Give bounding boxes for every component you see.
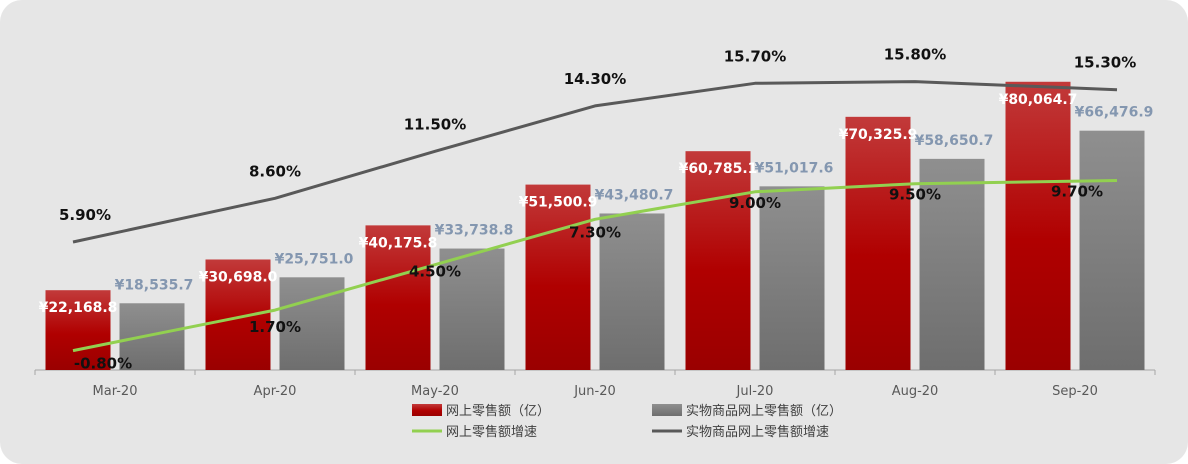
bar-online-retail-label: ¥51,500.9 <box>519 195 598 211</box>
bar-physical-goods <box>599 213 665 370</box>
bar-online-retail-label: ¥40,175.8 <box>359 235 438 251</box>
x-tick-label: Apr-20 <box>254 384 297 399</box>
line-online-growth-label: 9.50% <box>889 186 941 204</box>
legend-online-retail-swatch <box>412 404 442 416</box>
x-tick-label: Sep-20 <box>1052 384 1098 399</box>
x-tick-label: Jun-20 <box>573 384 616 399</box>
line-physical-growth-label: 8.60% <box>249 162 301 180</box>
bar-online-retail-label: ¥80,064.7 <box>999 92 1078 108</box>
bar-physical-goods <box>759 186 825 370</box>
bar-physical-goods-label: ¥43,480.7 <box>595 187 674 203</box>
bar-online-retail <box>845 116 911 371</box>
x-tick-label: Aug-20 <box>892 384 939 399</box>
legend-online-retail-label: 网上零售额（亿） <box>446 403 550 419</box>
bar-online-retail-label: ¥22,168.8 <box>39 300 118 316</box>
bar-online-retail-label: ¥70,325.9 <box>839 127 918 143</box>
bar-online-retail <box>1005 81 1071 370</box>
bar-online-retail <box>365 225 431 370</box>
line-physical-growth-label: 15.70% <box>724 47 786 65</box>
bar-physical-goods-label: ¥33,738.8 <box>435 223 514 239</box>
bar-physical-goods <box>119 303 185 370</box>
bar-online-retail-label: ¥60,785.1 <box>679 161 758 177</box>
line-online-growth-label: 9.00% <box>729 194 781 212</box>
bar-physical-goods-label: ¥25,751.0 <box>275 251 354 267</box>
bar-online-retail <box>525 184 591 370</box>
bar-online-retail <box>685 151 751 370</box>
bar-online-retail-label: ¥30,698.0 <box>199 269 278 285</box>
x-tick-label: May-20 <box>411 384 459 399</box>
bar-physical-goods <box>1079 130 1145 370</box>
bar-physical-goods <box>919 158 985 370</box>
line-physical-growth-label: 15.80% <box>884 46 946 64</box>
bar-physical-goods-label: ¥51,017.6 <box>755 160 834 176</box>
line-online-growth-label: 9.70% <box>1051 182 1103 200</box>
legend-physical-goods-label: 实物商品网上零售额（亿） <box>686 403 842 419</box>
legend-physical-growth-label: 实物商品网上零售额增速 <box>686 424 829 440</box>
bar-physical-goods-label: ¥66,476.9 <box>1075 105 1154 121</box>
line-physical-growth-label: 5.90% <box>59 206 111 224</box>
legend-online-growth-label: 网上零售额增速 <box>446 424 537 440</box>
line-physical-growth-label: 11.50% <box>404 115 466 133</box>
bar-physical-goods-label: ¥18,535.7 <box>115 277 194 293</box>
line-online-growth-label: 4.50% <box>409 263 461 281</box>
line-online-growth-label: -0.80% <box>74 355 132 373</box>
line-online-growth-label: 1.70% <box>249 318 301 336</box>
x-tick-label: Mar-20 <box>93 384 138 399</box>
bar-physical-goods-label: ¥58,650.7 <box>915 133 994 149</box>
legend-physical-goods-swatch <box>652 404 682 416</box>
bar-online-retail <box>45 290 111 370</box>
bar-physical-goods <box>439 248 505 370</box>
x-tick-label: Jul-20 <box>736 384 774 399</box>
line-physical-growth-label: 14.30% <box>564 70 626 88</box>
line-physical-growth-label: 15.30% <box>1074 54 1136 72</box>
bar-online-retail <box>205 259 271 370</box>
line-online-growth-label: 7.30% <box>569 223 621 241</box>
